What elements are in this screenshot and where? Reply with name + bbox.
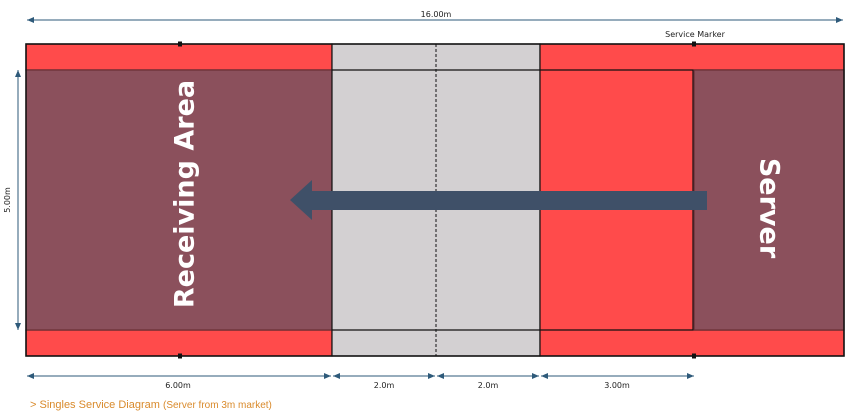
- width-dimension: 5.00m: [3, 70, 21, 330]
- left-bottom-strip: [25, 329, 333, 357]
- total-length-label: 16.00m: [421, 10, 452, 19]
- marker-dot: [178, 353, 182, 359]
- receiving-area-zone: [25, 69, 333, 331]
- service-marker-label: Service Marker: [665, 30, 725, 39]
- left-top-strip: [25, 43, 333, 71]
- service-distance-label: 3.00m: [604, 381, 630, 390]
- kitchen-right-label: 2.0m: [478, 381, 499, 390]
- bottom-dimensions: 6.00m 2.0m 2.0m 3.00m: [27, 373, 694, 390]
- caption-subtitle: (Server from 3m market): [162, 400, 272, 411]
- server-zone: [693, 69, 845, 331]
- diagram-caption: > Singles Service Diagram (Server from 3…: [30, 399, 272, 411]
- caption-title: > Singles Service Diagram: [30, 399, 160, 411]
- marker-dot: [178, 41, 182, 47]
- court-outline: [25, 43, 845, 357]
- back-segment-label: 6.00m: [165, 381, 191, 390]
- service-marker-dot: [692, 353, 696, 359]
- service-direction-arrow: [290, 180, 707, 220]
- server-label: Server: [754, 158, 785, 259]
- receiving-area-label: Receiving Area: [170, 80, 201, 308]
- width-label: 5.00m: [3, 187, 12, 213]
- kitchen-left-label: 2.0m: [374, 381, 395, 390]
- total-length-dimension: 16.00m: [27, 10, 843, 23]
- service-marker-dot: [692, 41, 696, 47]
